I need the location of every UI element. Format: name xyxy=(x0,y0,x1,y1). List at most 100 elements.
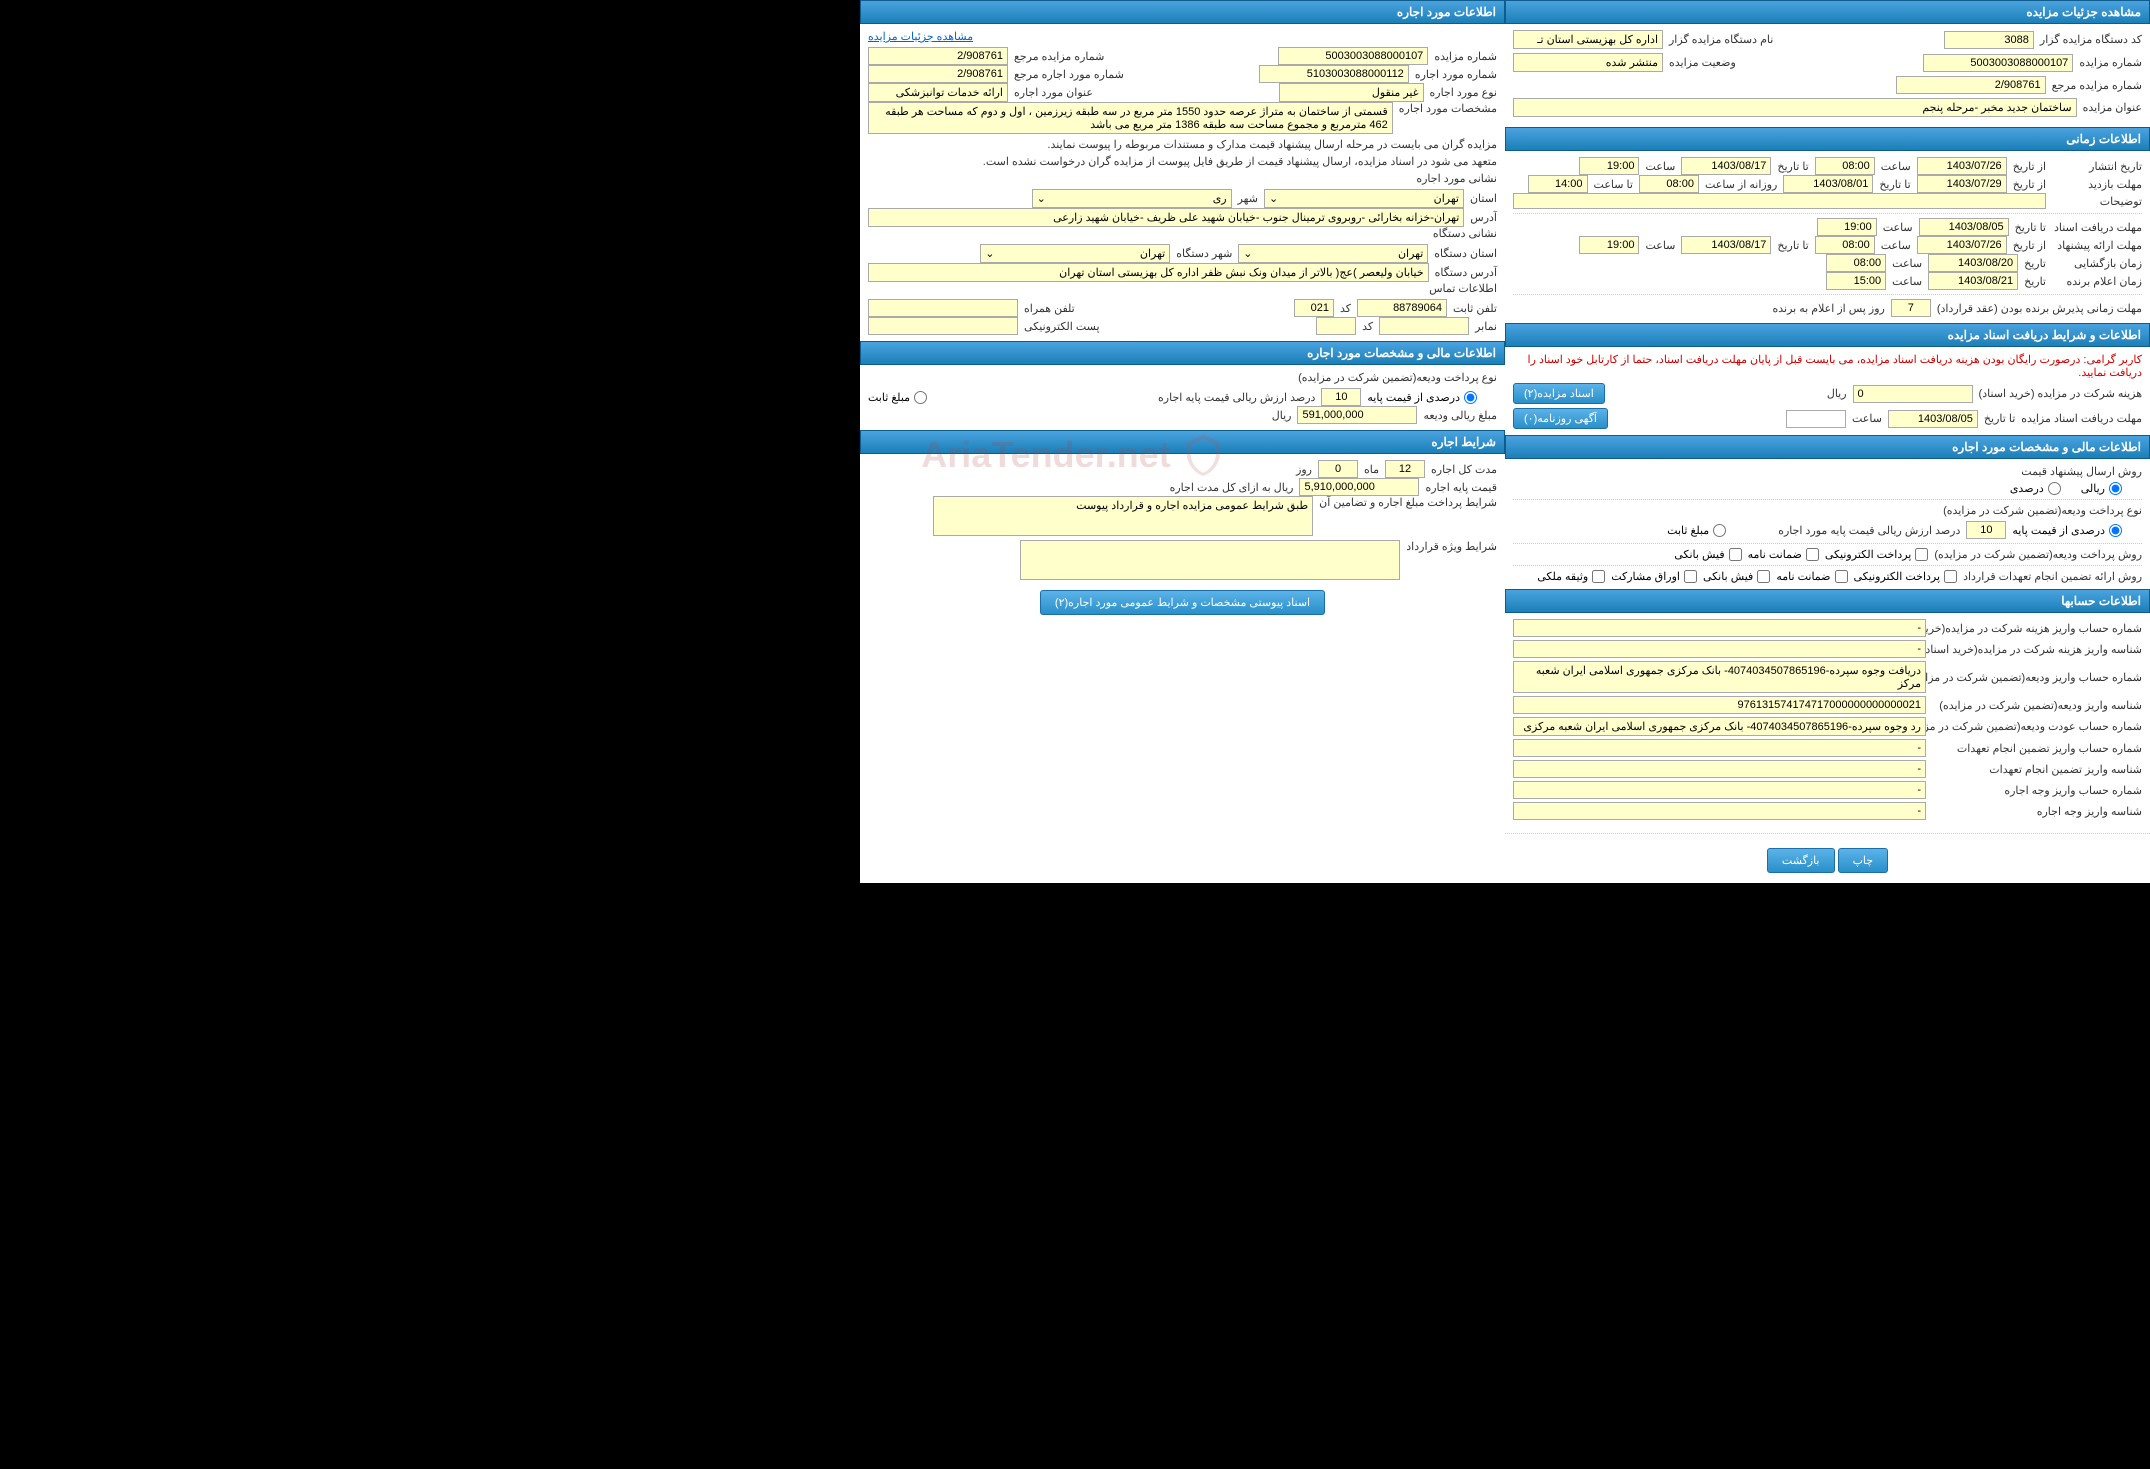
radio-base2[interactable]: درصدی از قیمت پایه xyxy=(1367,391,1477,404)
lbl-open-time: زمان بازگشایی xyxy=(2052,257,2142,270)
fld-deposit-pct: 10 xyxy=(1966,521,2006,539)
lbl-account: شماره حساب عودت ودیعه(تضمین شرکت در مزای… xyxy=(1932,720,2142,733)
radio-rial[interactable]: ریالی xyxy=(2081,482,2122,495)
sel-province[interactable]: تهران xyxy=(1264,189,1464,208)
sel-org-prov[interactable]: تهران xyxy=(1238,244,1428,263)
fld-ref2: 2/908761 xyxy=(868,47,1008,65)
fld-doc-dl-date: 1403/08/05 xyxy=(1888,410,1978,428)
sec-rent-cond-body: مدت کل اجاره 12 ماه 0 روز قیمت پایه اجار… xyxy=(860,454,1505,621)
chk-bank-slip[interactable]: فیش بانکی xyxy=(1674,548,1741,561)
radio-fixed2[interactable]: مبلغ ثابت xyxy=(868,391,927,404)
fld-account: - xyxy=(1513,739,1926,757)
lbl-org-name: نام دستگاه مزایده گزار xyxy=(1669,33,1773,46)
fld-org-name: اداره کل بهزیستی استان تـ xyxy=(1513,30,1663,49)
sec-docs-body: کاربر گرامی: درصورت رایگان بودن هزینه در… xyxy=(1505,347,2150,435)
lbl-base-price: قیمت پایه اجاره xyxy=(1425,481,1497,494)
lbl-mobile: تلفن همراه xyxy=(1024,302,1075,315)
sec-rent-body: مشاهده جزئیات مزایده شماره مزایده 500300… xyxy=(860,24,1505,341)
lbl-contact: اطلاعات تماس xyxy=(1429,282,1497,295)
lbl-desc: توضیحات xyxy=(2052,195,2142,208)
lbl-fax-code: کد xyxy=(1362,320,1373,333)
fld-visit-from-date: 1403/07/29 xyxy=(1917,175,2007,193)
lbl-ref2: شماره مزایده مرجع xyxy=(1014,50,1104,63)
btn-print[interactable]: چاپ xyxy=(1838,848,1889,873)
lbl-account: شناسه واریز وجه اجاره xyxy=(1932,805,2142,818)
chk-guarantee[interactable]: ضمانت نامه xyxy=(1748,548,1819,561)
chk-g-epay[interactable]: پرداخت الکترونیکی xyxy=(1854,570,1958,583)
lbl-org-code: کد دستگاه مزایده گزار xyxy=(2040,33,2142,46)
fld-base-price: 5,910,000,000 xyxy=(1299,478,1419,496)
fld-account: - xyxy=(1513,802,1926,820)
fld-open-date: 1403/08/20 xyxy=(1928,254,2018,272)
sec-fin2-header: اطلاعات مالی و مشخصات مورد اجاره xyxy=(860,341,1505,365)
btn-newspaper-ad[interactable]: آگهی روزنامه(٠) xyxy=(1513,408,1608,429)
lbl-visit: مهلت بازدید xyxy=(2052,178,2142,191)
lbl-account: شماره حساب واریز ودیعه(تضمین شرکت در مزا… xyxy=(1932,671,2142,684)
fld-pct2: 10 xyxy=(1321,388,1361,406)
lbl-org-addr: نشانی دستگاه xyxy=(1433,227,1497,240)
ta-special-cond xyxy=(1020,540,1400,580)
lbl-auction-status: وضعیت مزایده xyxy=(1669,56,1736,69)
sec-time-body: تاریخ انتشار از تاریخ 1403/07/26 ساعت 08… xyxy=(1505,151,2150,323)
fld-account: - xyxy=(1513,640,1926,658)
lbl-from-date: از تاریخ xyxy=(2013,160,2046,173)
chk-g-guarantee[interactable]: ضمانت نامه xyxy=(1776,570,1847,583)
radio-base-pct[interactable]: درصدی از قیمت پایه xyxy=(2012,524,2122,537)
sec-time-header: اطلاعات زمانی xyxy=(1505,127,2150,151)
sec-finance-header: اطلاعات مالی و مشخصات مورد اجاره xyxy=(1505,435,2150,459)
btn-auction-docs[interactable]: اسناد مزایده(٢) xyxy=(1513,383,1605,404)
chk-g-slip[interactable]: فیش بانکی xyxy=(1703,570,1770,583)
radio-fixed-amt[interactable]: مبلغ ثابت xyxy=(1667,524,1726,537)
fld-account: دریافت وجوه سپرده-4074034507865196- بانک… xyxy=(1513,661,1926,693)
lbl-rent-addr: نشانی مورد اجاره xyxy=(1416,172,1497,185)
lbl-offer-deadline: مهلت ارائه پیشنهاد xyxy=(2052,239,2142,252)
radio-percent[interactable]: درصدی xyxy=(2010,482,2061,495)
lbl-org-city: شهر دستگاه xyxy=(1176,247,1232,260)
sec-rent-header: اطلاعات مورد اجاره xyxy=(860,0,1505,24)
fld-rent-spec: قسمتی از ساختمان به متراژ عرصه حدود 1550… xyxy=(868,102,1393,134)
lbl-account: شناسه واریز تضمین انجام تعهدات xyxy=(1932,763,2142,776)
ta-pay-cond: طبق شرایط عمومی مزایده اجاره و قرارداد پ… xyxy=(933,496,1313,536)
lbl-to-date: تا تاریخ xyxy=(1777,160,1808,173)
lbl-rent-ref: شماره مورد اجاره مرجع xyxy=(1014,68,1124,81)
fld-account: - xyxy=(1513,760,1926,778)
sel-city[interactable]: ری xyxy=(1032,189,1232,208)
lbl-account: شماره حساب واریز تضمین انجام تعهدات xyxy=(1932,742,2142,755)
fld-offer-from-date: 1403/07/26 xyxy=(1917,236,2007,254)
chk-g-property[interactable]: وثیقه ملکی xyxy=(1537,570,1605,583)
fld-open-hour: 08:00 xyxy=(1826,254,1886,272)
fld-account: رد وجوه سپرده-4074034507865196- بانک مرک… xyxy=(1513,717,1926,736)
fld-visit-to-date: 1403/08/01 xyxy=(1783,175,1873,193)
fld-doc-dl-time xyxy=(1786,410,1846,428)
fld-offer-to-time: 19:00 xyxy=(1579,236,1639,254)
fld-accept-days: 7 xyxy=(1891,299,1931,317)
btn-attachments[interactable]: اسناد پیوستی مشخصات و شرایط عمومی مورد ا… xyxy=(1040,590,1325,615)
fld-visit-daily-from: 08:00 xyxy=(1639,175,1699,193)
chk-epay[interactable]: پرداخت الکترونیکی xyxy=(1825,548,1929,561)
lbl-pay-cond: شرایط پرداخت مبلغ اجاره و تضامین آن xyxy=(1319,496,1497,509)
lbl-account: شماره حساب واریز وجه اجاره xyxy=(1932,784,2142,797)
chk-g-bonds[interactable]: اوراق مشارکت xyxy=(1611,570,1697,583)
lbl-province: استان xyxy=(1470,192,1497,205)
sec-fin2-body: نوع پرداخت ودیعه(تضمین شرکت در مزایده) د… xyxy=(860,365,1505,430)
fld-visit-daily-to: 14:00 xyxy=(1528,175,1588,193)
fld-rent-num: 5103003088000112 xyxy=(1259,65,1409,83)
fld-auction-title: ساختمان جدید مخبر -مرحله پنجم xyxy=(1513,98,2077,117)
sec-finance-body: روش ارسال پیشنهاد قیمت ریالی درصدی نوع پ… xyxy=(1505,459,2150,589)
sec-auction-details-body: کد دستگاه مزایده گزار 3088 نام دستگاه مز… xyxy=(1505,24,2150,127)
lbl-code: کد xyxy=(1340,302,1351,315)
fld-account: - xyxy=(1513,781,1926,799)
fld-cost: 0 xyxy=(1853,385,1973,403)
fld-fax xyxy=(1379,317,1469,335)
fld-winner-hour: 15:00 xyxy=(1826,272,1886,290)
btn-back[interactable]: بازگشت xyxy=(1767,848,1835,873)
sel-org-city[interactable]: تهران xyxy=(980,244,1170,263)
link-view-details[interactable]: مشاهده جزئیات مزایده xyxy=(868,31,973,43)
lbl-dep-type2: نوع پرداخت ودیعه(تضمین شرکت در مزایده) xyxy=(1298,371,1497,384)
fld-winner-date: 1403/08/21 xyxy=(1928,272,2018,290)
lbl-doc-deadline: مهلت دریافت اسناد xyxy=(2052,221,2142,234)
fld-org-code: 3088 xyxy=(1944,31,2034,49)
fld-days: 0 xyxy=(1318,460,1358,478)
sec-accounts-header: اطلاعات حسابها xyxy=(1505,589,2150,613)
lbl-price-method: روش ارسال پیشنهاد قیمت xyxy=(2021,465,2142,478)
